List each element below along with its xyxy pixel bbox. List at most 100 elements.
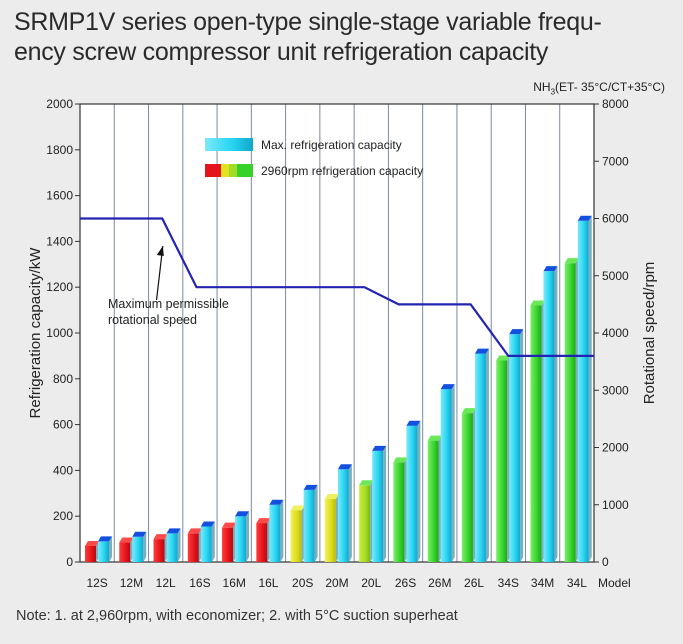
bar-top xyxy=(440,384,455,390)
y-tick-label: 2000 xyxy=(46,97,73,111)
bar-top xyxy=(359,480,374,486)
x-tick-label: 20M xyxy=(325,576,348,590)
bar-face xyxy=(235,516,247,562)
x-tick-label: 26M xyxy=(428,576,451,590)
bar-max-20M xyxy=(337,464,352,562)
bar-side xyxy=(246,511,250,562)
condition-subscript: 3 xyxy=(550,87,556,97)
y-tick-label: 1400 xyxy=(46,234,73,248)
bar-side xyxy=(451,384,455,562)
x-tick-label: 16M xyxy=(223,576,246,590)
bar-face xyxy=(406,425,418,562)
legend-swatch-2960rpm-segment xyxy=(229,164,237,177)
bar-2960rpm-20L xyxy=(359,480,374,562)
bar-side xyxy=(177,528,181,562)
bar-top xyxy=(474,348,489,354)
bar-face xyxy=(474,353,486,562)
x-tick-label: 20S xyxy=(292,576,313,590)
bar-top xyxy=(98,536,112,542)
y-tick-label: 1000 xyxy=(46,326,73,340)
bar-face xyxy=(393,462,405,562)
x-tick-label: 12S xyxy=(86,576,107,590)
y2-tick-label: 6000 xyxy=(602,212,629,226)
bar-top xyxy=(324,494,339,500)
bars-layer xyxy=(85,215,592,563)
bar-top xyxy=(427,435,442,441)
bar-max-12S xyxy=(98,536,112,562)
test-condition: NH3(ET- 35°C/CT+35°C) xyxy=(533,80,665,96)
y2-tick-label: 4000 xyxy=(602,326,629,340)
bar-side xyxy=(314,484,318,562)
bar-2960rpm-26S xyxy=(393,457,408,562)
bar-max-12M xyxy=(132,531,147,562)
bar-side xyxy=(211,521,215,562)
bar-face xyxy=(85,545,96,562)
bar-face xyxy=(200,526,212,562)
bar-top xyxy=(132,531,147,537)
bar-max-20L xyxy=(372,445,387,562)
x-tick-label: 16S xyxy=(189,576,210,590)
bar-top xyxy=(577,215,592,221)
y2-tick-label: 7000 xyxy=(602,154,629,168)
bar-side xyxy=(143,531,147,562)
x-axis-title: Model xyxy=(598,576,631,590)
bar-top xyxy=(235,511,250,517)
y-tick-label: 0 xyxy=(66,555,73,569)
bar-top xyxy=(119,537,134,543)
bar-top xyxy=(337,464,352,470)
bar-face xyxy=(543,271,555,562)
bar-top xyxy=(303,484,318,490)
bar-top xyxy=(461,408,476,414)
bar-2960rpm-26L xyxy=(461,408,476,562)
bar-face xyxy=(427,440,439,562)
y2-tick-label: 5000 xyxy=(602,269,629,283)
bar-side xyxy=(417,420,421,562)
bar-top xyxy=(530,300,545,306)
bar-top xyxy=(200,521,215,527)
bar-top xyxy=(166,528,181,534)
bar-max-20S xyxy=(303,484,318,562)
legend-label-max: Max. refrigeration capacity xyxy=(261,138,402,152)
x-tick-label: 34L xyxy=(567,576,587,590)
bar-side xyxy=(485,348,489,562)
bar-face xyxy=(496,360,508,562)
chart-title-line-1: SRMP1V series open-type single-stage var… xyxy=(14,8,602,36)
legend-swatch-2960rpm-segment xyxy=(205,164,213,177)
x-tick-label: 12L xyxy=(156,576,176,590)
y2-tick-label: 2000 xyxy=(602,441,629,455)
y-tick-label: 600 xyxy=(53,418,73,432)
bar-max-34L xyxy=(577,215,592,563)
condition-prefix: NH xyxy=(533,80,551,94)
bar-2960rpm-20M xyxy=(324,494,339,562)
bar-face xyxy=(290,510,302,562)
bar-face xyxy=(153,539,165,562)
annotation-line-1: Maximum permissible xyxy=(108,297,229,311)
bar-side xyxy=(348,464,352,562)
bar-face xyxy=(337,469,349,562)
annotation-arrowhead xyxy=(156,246,164,256)
bar-face xyxy=(530,305,542,562)
y-tick-label: 400 xyxy=(53,463,73,477)
bar-face xyxy=(166,533,178,562)
bar-top xyxy=(290,505,305,511)
y2-tick-label: 3000 xyxy=(602,383,629,397)
y-axis-title: Refrigeration capacity/kW xyxy=(27,247,44,419)
condition-suffix: (ET- 35°C/CT+35°C) xyxy=(555,80,665,94)
x-tick-label: 16L xyxy=(258,576,278,590)
bar-max-26S xyxy=(406,420,421,562)
bar-face xyxy=(372,450,384,562)
x-tick-label: 26L xyxy=(464,576,484,590)
bar-max-16S xyxy=(200,521,215,562)
legend-label-2960rpm: 2960rpm refrigeration capacity xyxy=(261,164,423,178)
bar-top xyxy=(564,258,579,264)
bar-max-34M xyxy=(543,266,558,562)
x-tick-label: 20L xyxy=(361,576,381,590)
bar-side xyxy=(554,266,558,562)
bar-side xyxy=(383,445,387,562)
bar-side xyxy=(109,536,112,562)
bar-face xyxy=(461,413,473,562)
bar-top xyxy=(406,420,421,426)
bar-2960rpm-34S xyxy=(496,355,511,562)
x-tick-label: 26S xyxy=(395,576,416,590)
bar-face xyxy=(187,533,199,562)
